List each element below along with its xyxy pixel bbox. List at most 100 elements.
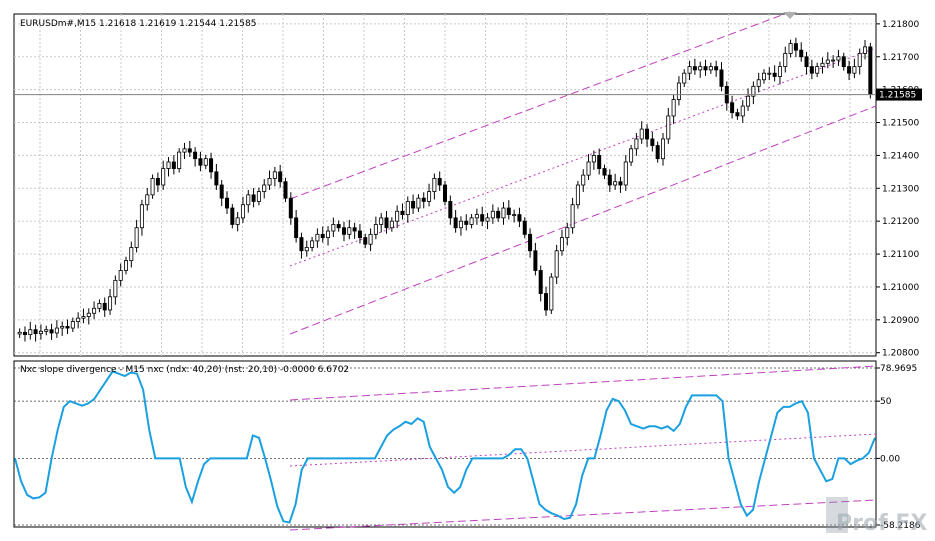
- candle-body: [799, 49, 804, 58]
- candle-body: [777, 66, 782, 77]
- candle-body: [28, 329, 33, 336]
- candle-body: [347, 227, 352, 235]
- candle-body: [575, 184, 580, 206]
- candle-body: [113, 279, 118, 298]
- candle-body: [793, 43, 798, 51]
- indicator-tick-label: 78.9695: [880, 364, 917, 374]
- candle-body: [490, 210, 495, 219]
- candle-body: [714, 66, 719, 71]
- candle-body: [118, 270, 123, 281]
- candle-body: [496, 210, 501, 219]
- candle-body: [150, 178, 155, 196]
- candle-body: [432, 178, 437, 192]
- candle-body: [44, 329, 49, 332]
- candle-body: [108, 296, 113, 311]
- candle-body: [501, 207, 506, 219]
- candle-body: [841, 56, 846, 68]
- candle-body: [788, 43, 793, 54]
- candle-body: [442, 184, 447, 202]
- candle-body: [570, 204, 575, 229]
- candle-body: [863, 46, 868, 54]
- candle-body: [272, 171, 277, 179]
- indicator-channel-lower[interactable]: [289, 499, 877, 531]
- candle-body: [102, 302, 107, 311]
- regression-channel[interactable]: [289, 11, 877, 335]
- candle-body: [815, 66, 820, 74]
- current-price-tag: 1.21585: [876, 88, 922, 101]
- candle-body: [145, 194, 150, 206]
- candle-body: [676, 82, 681, 100]
- candle-body: [400, 210, 405, 215]
- indicator-channel[interactable]: [289, 365, 877, 531]
- candle-body: [512, 214, 517, 216]
- candle-body: [33, 329, 38, 335]
- candle-body: [182, 148, 187, 153]
- price-tick-label: 1.21200: [882, 217, 919, 227]
- candle-body: [682, 72, 687, 84]
- channel-middle[interactable]: [289, 47, 877, 267]
- indicator-panel[interactable]: Nxc slope divergence - M15 nxc (ndx: 40,…: [13, 360, 921, 531]
- candlestick-series: [17, 37, 873, 342]
- candle-body: [639, 128, 644, 140]
- candle-body: [240, 204, 245, 219]
- candle-body: [538, 270, 543, 294]
- candle-body: [373, 224, 378, 235]
- candle-body: [730, 102, 735, 114]
- candle-body: [395, 210, 400, 222]
- candle-body: [618, 181, 623, 186]
- candle-body: [820, 62, 825, 68]
- candle-body: [187, 148, 192, 153]
- candle-body: [480, 214, 485, 222]
- candle-body: [602, 168, 607, 176]
- candle-body: [549, 276, 554, 311]
- candle-body: [368, 233, 373, 245]
- candle-body: [384, 217, 389, 229]
- channel-anchor-marker[interactable]: [783, 12, 797, 19]
- candle-body: [251, 194, 256, 202]
- watermark-text: Prof FX: [836, 511, 927, 536]
- candle-body: [421, 197, 426, 202]
- candle-body: [645, 128, 650, 140]
- price-tick-label: 1.21400: [882, 151, 919, 161]
- candle-body: [506, 207, 511, 215]
- candle-body: [134, 227, 139, 248]
- candle-body: [225, 197, 230, 209]
- candle-body: [198, 158, 203, 166]
- candle-body: [666, 115, 671, 140]
- candle-body: [267, 178, 272, 186]
- price-tick-label: 1.21800: [882, 20, 919, 30]
- candle-body: [54, 327, 59, 334]
- candle-body: [92, 307, 97, 314]
- indicator-line: [14, 370, 876, 524]
- candle-body: [708, 66, 713, 71]
- price-tick-label: 1.21700: [882, 53, 919, 63]
- candle-body: [416, 197, 421, 209]
- indicator-axis: 78.9695 50 0.00 -58.2186: [876, 364, 921, 531]
- candle-body: [310, 240, 315, 248]
- candle-body: [246, 194, 251, 206]
- candle-body: [320, 233, 325, 239]
- candle-body: [528, 233, 533, 252]
- channel-upper[interactable]: [289, 11, 791, 200]
- candle-body: [517, 214, 522, 222]
- candle-body: [123, 260, 128, 271]
- candle-body: [278, 171, 283, 183]
- channel-lower[interactable]: [289, 105, 877, 335]
- candle-body: [464, 220, 469, 225]
- main-chart-panel[interactable]: EURUSDm#,M15 1.21618 1.21619 1.21544 1.2…: [13, 11, 922, 359]
- indicator-plot-area[interactable]: [13, 360, 877, 528]
- candle-body: [326, 230, 331, 239]
- candle-body: [746, 95, 751, 107]
- candle-body: [155, 178, 160, 186]
- indicator-channel-upper[interactable]: [289, 365, 877, 401]
- candle-body: [852, 66, 857, 74]
- candle-body: [448, 201, 453, 219]
- candle-body: [86, 312, 91, 317]
- candle-body: [139, 204, 144, 229]
- candle-body: [49, 329, 54, 334]
- candle-body: [719, 69, 724, 87]
- candle-body: [389, 220, 394, 229]
- candle-body: [565, 227, 570, 239]
- price-axis: 1.218001.217001.216001.215001.214001.213…: [876, 20, 919, 359]
- candle-body: [411, 201, 416, 209]
